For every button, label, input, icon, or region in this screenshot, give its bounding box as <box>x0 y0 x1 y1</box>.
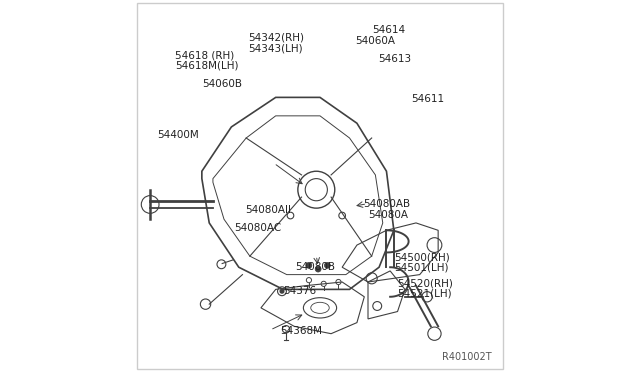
Text: 54501(LH): 54501(LH) <box>395 262 449 272</box>
Text: 54060B: 54060B <box>203 79 243 89</box>
Circle shape <box>280 289 284 293</box>
Text: R401002T: R401002T <box>442 352 492 362</box>
Text: 54080B: 54080B <box>295 262 335 272</box>
Text: 54368M: 54368M <box>280 326 322 336</box>
Circle shape <box>306 262 312 268</box>
Text: 54080A: 54080A <box>368 211 408 221</box>
Text: 54080AC: 54080AC <box>234 223 282 233</box>
Text: 54376: 54376 <box>283 286 316 296</box>
Text: 54080AII: 54080AII <box>245 205 291 215</box>
Text: 54521(LH): 54521(LH) <box>397 288 452 298</box>
Circle shape <box>324 262 330 268</box>
Text: 54342(RH): 54342(RH) <box>248 32 304 42</box>
Circle shape <box>316 266 321 272</box>
Text: 54500(RH): 54500(RH) <box>395 253 451 263</box>
Text: 54343(LH): 54343(LH) <box>248 43 303 53</box>
Text: 54611: 54611 <box>412 94 445 104</box>
Text: 54618M(LH): 54618M(LH) <box>175 61 239 71</box>
Text: 54400M: 54400M <box>157 130 199 140</box>
Text: 54614: 54614 <box>372 25 405 35</box>
Text: 54080AB: 54080AB <box>364 199 411 209</box>
Text: 54060A: 54060A <box>355 36 395 46</box>
Text: 54618 (RH): 54618 (RH) <box>175 51 234 61</box>
Text: 54613: 54613 <box>378 54 412 64</box>
Text: 54520(RH): 54520(RH) <box>397 278 453 288</box>
